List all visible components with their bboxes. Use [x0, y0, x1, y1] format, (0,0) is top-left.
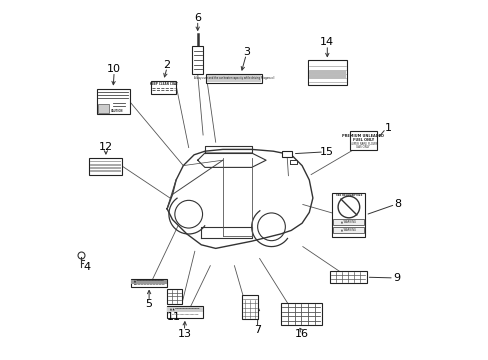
- Text: FUEL ONLY: FUEL ONLY: [352, 138, 373, 142]
- FancyBboxPatch shape: [131, 280, 167, 284]
- FancyBboxPatch shape: [308, 75, 345, 78]
- Text: 8: 8: [393, 199, 401, 210]
- Text: ▲ ──────────────────: ▲ ──────────────────: [134, 279, 163, 283]
- Text: 12: 12: [99, 141, 113, 152]
- Text: 2: 2: [163, 60, 170, 70]
- Text: 13: 13: [177, 329, 191, 339]
- FancyBboxPatch shape: [150, 81, 176, 94]
- Text: ▲ WARNING: ▲ WARNING: [341, 228, 356, 232]
- FancyBboxPatch shape: [206, 75, 260, 82]
- Text: Always use and the car heater capacity while driving Niagara oil: Always use and the car heater capacity w…: [193, 76, 273, 81]
- Text: CAUTION: CAUTION: [110, 109, 122, 113]
- Text: SUPER RARE FLOWS: SUPER RARE FLOWS: [349, 141, 376, 146]
- Text: ─────────────────────: ─────────────────────: [133, 283, 164, 287]
- FancyBboxPatch shape: [166, 289, 182, 304]
- FancyBboxPatch shape: [308, 79, 345, 82]
- Text: 11: 11: [167, 312, 181, 322]
- Text: 7: 7: [253, 325, 261, 336]
- FancyBboxPatch shape: [307, 60, 346, 85]
- FancyBboxPatch shape: [131, 279, 167, 287]
- FancyBboxPatch shape: [308, 62, 345, 66]
- FancyBboxPatch shape: [166, 306, 203, 318]
- Text: 4: 4: [83, 262, 91, 273]
- FancyBboxPatch shape: [241, 295, 258, 319]
- Text: KEEP CLEAN COAT: KEEP CLEAN COAT: [149, 81, 177, 86]
- FancyBboxPatch shape: [205, 74, 261, 83]
- FancyBboxPatch shape: [282, 151, 291, 157]
- Text: ▲ WARNING: ▲ WARNING: [341, 219, 356, 224]
- Text: 16: 16: [294, 329, 308, 339]
- Text: ▲ ▲ ────────────────: ▲ ▲ ────────────────: [170, 307, 199, 312]
- FancyBboxPatch shape: [332, 193, 365, 237]
- Text: 6: 6: [194, 13, 201, 23]
- FancyBboxPatch shape: [308, 71, 345, 74]
- FancyBboxPatch shape: [166, 307, 203, 312]
- Text: 1: 1: [384, 123, 391, 133]
- FancyBboxPatch shape: [281, 303, 321, 325]
- FancyBboxPatch shape: [96, 89, 129, 114]
- Text: 10: 10: [107, 64, 121, 74]
- Text: 14: 14: [320, 37, 334, 48]
- Text: PREMIUM UNLEADED: PREMIUM UNLEADED: [342, 134, 384, 138]
- FancyBboxPatch shape: [98, 104, 109, 113]
- FancyBboxPatch shape: [308, 67, 345, 70]
- Text: 9: 9: [392, 273, 399, 283]
- FancyBboxPatch shape: [333, 227, 364, 233]
- FancyBboxPatch shape: [90, 171, 121, 172]
- FancyBboxPatch shape: [329, 271, 366, 283]
- FancyBboxPatch shape: [90, 167, 121, 168]
- Text: 5: 5: [145, 299, 152, 309]
- Text: 15: 15: [319, 147, 333, 157]
- FancyBboxPatch shape: [349, 130, 376, 150]
- FancyBboxPatch shape: [90, 161, 121, 162]
- Text: SEE REGULAR-SIZE: SEE REGULAR-SIZE: [335, 193, 361, 197]
- FancyBboxPatch shape: [192, 46, 203, 74]
- Text: GAS ONLY: GAS ONLY: [356, 145, 369, 149]
- Text: 3: 3: [243, 47, 249, 57]
- FancyBboxPatch shape: [89, 158, 122, 175]
- FancyBboxPatch shape: [90, 164, 121, 166]
- FancyBboxPatch shape: [333, 219, 364, 225]
